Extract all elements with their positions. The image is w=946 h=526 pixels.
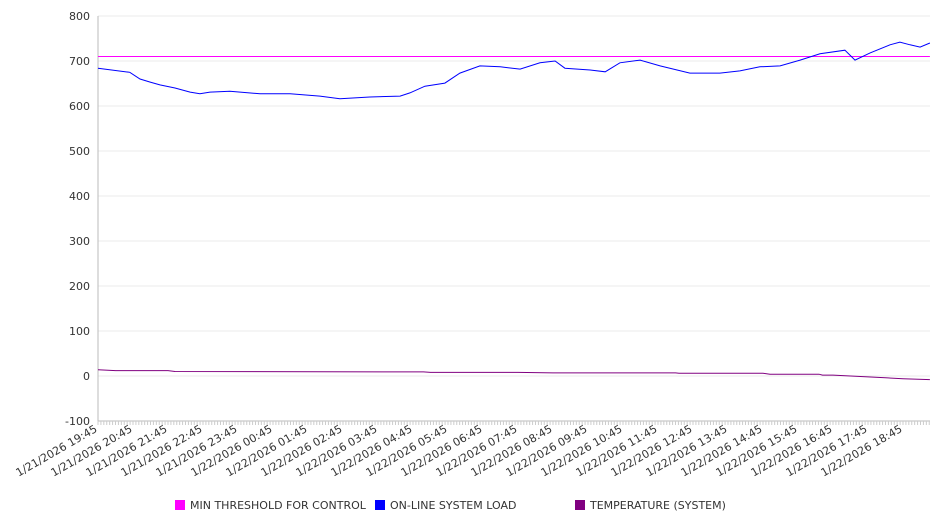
legend-label: MIN THRESHOLD FOR CONTROL: [190, 499, 367, 512]
y-axis: 800 700 600 500 400 300 200 100 0 -100: [65, 10, 99, 428]
legend-label: TEMPERATURE (SYSTEM): [589, 499, 726, 512]
y-tick-label: 400: [69, 190, 90, 203]
series-line-on-line-system-load: [97, 41, 931, 100]
y-tick-label: 100: [69, 325, 90, 338]
series-line-temperature-system: [97, 369, 930, 381]
legend: MIN THRESHOLD FOR CONTROL ON-LINE SYSTEM …: [175, 499, 726, 512]
y-tick-label: 0: [83, 370, 90, 383]
x-axis: 1/21/2026 19:451/21/2026 20:451/21/2026 …: [14, 420, 930, 479]
y-tick-label: 700: [69, 55, 90, 68]
legend-swatch: [175, 500, 185, 510]
grid: [98, 15, 930, 377]
legend-swatch: [575, 500, 585, 510]
series-lines: [97, 41, 931, 381]
y-tick-label: 600: [69, 100, 90, 113]
y-tick-label: 200: [69, 280, 90, 293]
y-tick-label: -100: [65, 415, 90, 428]
y-tick-label: 500: [69, 145, 90, 158]
legend-label: ON-LINE SYSTEM LOAD: [390, 499, 516, 512]
y-tick-label: 300: [69, 235, 90, 248]
legend-swatch: [375, 500, 385, 510]
y-tick-label: 800: [69, 10, 90, 23]
